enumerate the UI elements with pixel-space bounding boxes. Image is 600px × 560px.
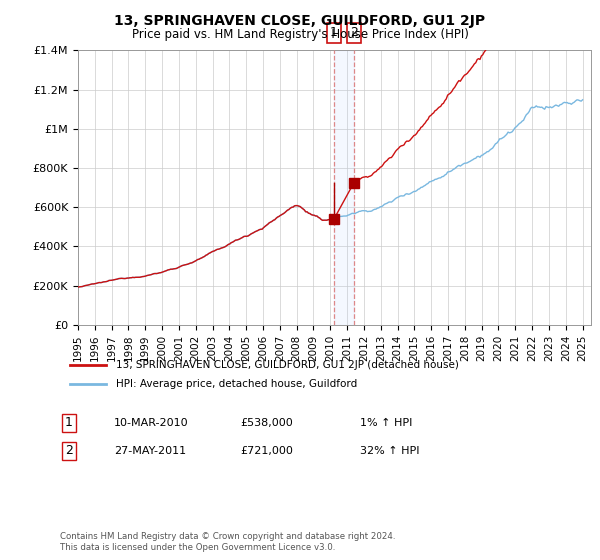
Text: 1: 1	[65, 416, 73, 430]
Text: 13, SPRINGHAVEN CLOSE, GUILDFORD, GU1 2JP: 13, SPRINGHAVEN CLOSE, GUILDFORD, GU1 2J…	[115, 14, 485, 28]
Text: £538,000: £538,000	[240, 418, 293, 428]
Text: 27-MAY-2011: 27-MAY-2011	[114, 446, 186, 456]
Text: £721,000: £721,000	[240, 446, 293, 456]
Bar	[334, 50, 354, 325]
Text: 2: 2	[65, 444, 73, 458]
Text: 10-MAR-2010: 10-MAR-2010	[114, 418, 188, 428]
Text: 32% ↑ HPI: 32% ↑ HPI	[360, 446, 419, 456]
Text: 2: 2	[350, 26, 358, 39]
Text: HPI: Average price, detached house, Guildford: HPI: Average price, detached house, Guil…	[116, 379, 358, 389]
Text: 13, SPRINGHAVEN CLOSE, GUILDFORD, GU1 2JP (detached house): 13, SPRINGHAVEN CLOSE, GUILDFORD, GU1 2J…	[116, 360, 459, 370]
Text: 1% ↑ HPI: 1% ↑ HPI	[360, 418, 412, 428]
Text: Contains HM Land Registry data © Crown copyright and database right 2024.
This d: Contains HM Land Registry data © Crown c…	[60, 532, 395, 552]
Text: Price paid vs. HM Land Registry's House Price Index (HPI): Price paid vs. HM Land Registry's House …	[131, 28, 469, 41]
Text: 1: 1	[330, 26, 338, 39]
